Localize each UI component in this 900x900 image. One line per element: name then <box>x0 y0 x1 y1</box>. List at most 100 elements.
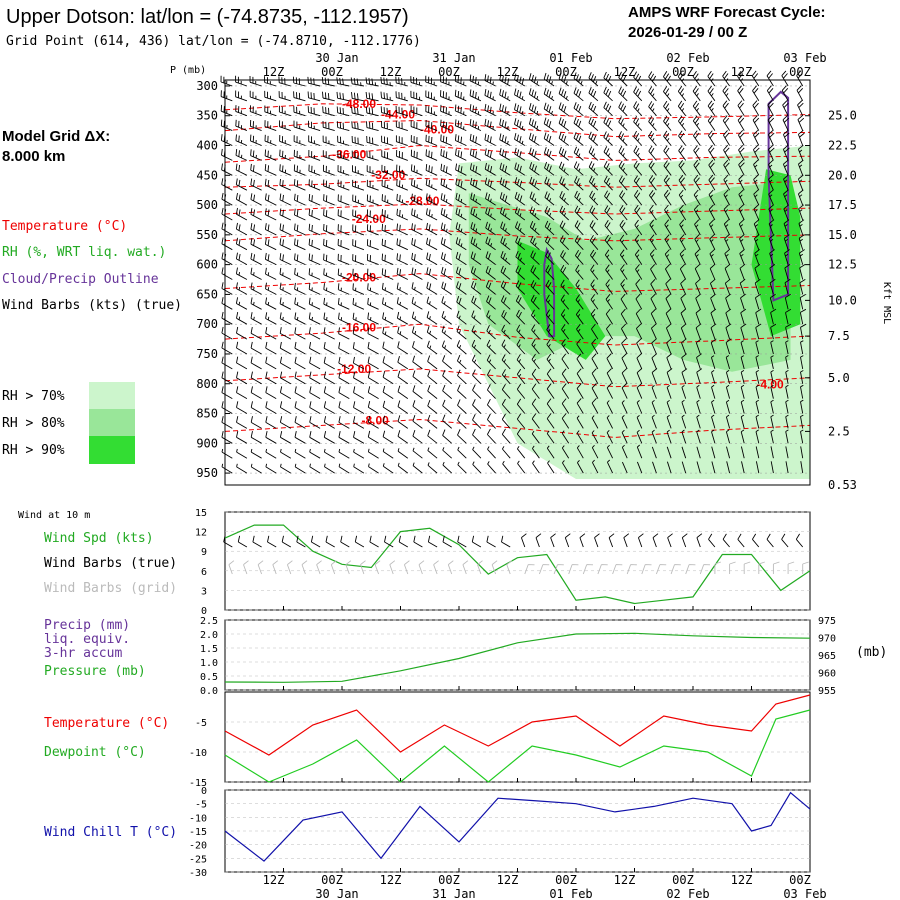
upper-wind-barb <box>588 72 599 87</box>
height-tick: 17.5 <box>828 198 857 212</box>
upper-wind-barb <box>410 149 423 161</box>
pressure-tick: 300 <box>196 79 218 93</box>
upper-wind-barb <box>740 370 745 384</box>
upper-wind-barb <box>221 463 233 474</box>
upper-wind-barb <box>265 386 277 399</box>
bottom-hour-labels: 12Z 00Z 12Z 00Z 12Z 00Z 12Z 00Z 12Z 00Z <box>263 873 811 887</box>
upper-wind-barb <box>338 431 350 444</box>
bottom-hour-label: 12Z <box>380 873 402 887</box>
panel-y-tick: 0.5 <box>200 672 218 683</box>
pressure-right-tick: 960 <box>818 669 836 680</box>
upper-wind-barb <box>651 414 657 429</box>
upper-wind-barb <box>308 238 321 251</box>
upper-wind-barb <box>457 369 467 385</box>
upper-wind-barb <box>754 264 761 280</box>
upper-wind-barb <box>336 106 350 117</box>
legend-wind-barbs: Wind Barbs (kts) (true) <box>2 298 182 313</box>
sfc-wind-barb-grid <box>743 561 751 574</box>
upper-wind-barb <box>293 179 306 191</box>
upper-wind-barb <box>767 129 775 146</box>
top-hour-label: 12Z <box>731 65 753 79</box>
upper-wind-barb <box>591 338 599 355</box>
upper-wind-barb <box>694 249 701 265</box>
upper-wind-barb <box>633 160 643 176</box>
upper-wind-barb <box>799 294 806 310</box>
upper-wind-barb <box>573 72 584 87</box>
upper-wind-barb <box>396 208 408 221</box>
upper-wind-barb <box>603 146 613 161</box>
upper-wind-barb <box>264 252 277 266</box>
upper-wind-barb <box>770 446 774 459</box>
panel-y-tick: 2.0 <box>200 630 218 641</box>
upper-wind-barb <box>337 297 350 310</box>
upper-wind-barb <box>279 134 291 146</box>
upper-wind-barb <box>382 341 394 355</box>
upper-wind-barb <box>635 308 643 325</box>
upper-wind-barb <box>487 384 496 399</box>
cross-section-frame <box>224 79 811 486</box>
upper-wind-barb <box>279 327 292 340</box>
temp-dewpoint-panel: -15 -10 -5 <box>189 691 811 789</box>
upper-wind-barb <box>693 130 701 146</box>
upper-wind-barb <box>382 415 394 429</box>
upper-wind-barb <box>545 279 555 295</box>
upper-wind-barb <box>797 159 804 176</box>
upper-wind-barb <box>543 102 555 117</box>
upper-wind-barb <box>649 234 657 250</box>
upper-wind-barb <box>529 206 540 221</box>
upper-wind-barb <box>544 161 555 176</box>
upper-wind-barb <box>576 368 584 385</box>
upper-wind-barb <box>427 447 438 459</box>
height-tick: 5.0 <box>828 371 850 385</box>
upper-wind-barb <box>309 371 321 385</box>
upper-wind-barb <box>681 338 687 355</box>
upper-wind-barb <box>455 148 467 161</box>
sfc-wind-barb-grid <box>243 560 249 575</box>
upper-wind-barb <box>737 70 745 87</box>
upper-wind-barb <box>264 223 277 236</box>
upper-wind-barb <box>221 326 233 340</box>
upper-wind-barb <box>560 250 570 265</box>
upper-wind-barb <box>528 73 540 87</box>
upper-wind-barb <box>397 355 409 370</box>
sfc-wind-barb-true <box>535 533 542 548</box>
sfc-wind-barb-true <box>267 535 277 548</box>
upper-wind-barb <box>323 401 335 414</box>
upper-wind-barb <box>605 308 613 325</box>
panel-y-tick: -20 <box>189 841 207 852</box>
pressure-right-tick: 975 <box>818 616 836 627</box>
upper-wind-barb <box>352 283 365 295</box>
upper-wind-barb <box>545 250 555 265</box>
upper-wind-barb <box>606 400 614 414</box>
upper-wind-barb <box>427 385 438 399</box>
upper-wind-barb <box>620 264 628 280</box>
panel-frame <box>224 619 811 691</box>
sfc-wind-barb-true <box>781 533 789 548</box>
upper-wind-barb <box>558 161 569 176</box>
upper-wind-barb <box>250 341 262 355</box>
bottom-date-labels: 30 Jan 31 Jan 01 Feb 02 Feb 03 Feb <box>315 887 826 900</box>
top-date-label: 01 Feb <box>549 51 592 65</box>
upper-wind-barb <box>455 251 467 265</box>
upper-wind-barb <box>782 115 790 131</box>
upper-wind-barb <box>785 370 789 384</box>
upper-wind-barb <box>381 238 394 251</box>
upper-wind-barb <box>323 386 335 399</box>
upper-wind-barb <box>381 135 394 146</box>
upper-wind-barb <box>605 294 613 310</box>
upper-wind-barb <box>591 415 599 429</box>
upper-wind-barb <box>738 204 745 221</box>
upper-wind-barb <box>621 323 628 340</box>
upper-wind-barb <box>337 179 350 191</box>
upper-wind-barb <box>724 263 731 280</box>
upper-wind-barb <box>382 297 394 310</box>
upper-wind-barb <box>426 281 438 295</box>
upper-wind-barb <box>338 327 350 340</box>
upper-wind-barb <box>426 296 438 310</box>
upper-wind-barb <box>723 174 730 191</box>
upper-wind-barb <box>573 161 584 176</box>
upper-wind-barb <box>440 119 452 132</box>
upper-wind-barb <box>785 414 789 429</box>
sfc-wind-barb-grid <box>330 560 337 575</box>
upper-wind-barb <box>770 429 774 444</box>
